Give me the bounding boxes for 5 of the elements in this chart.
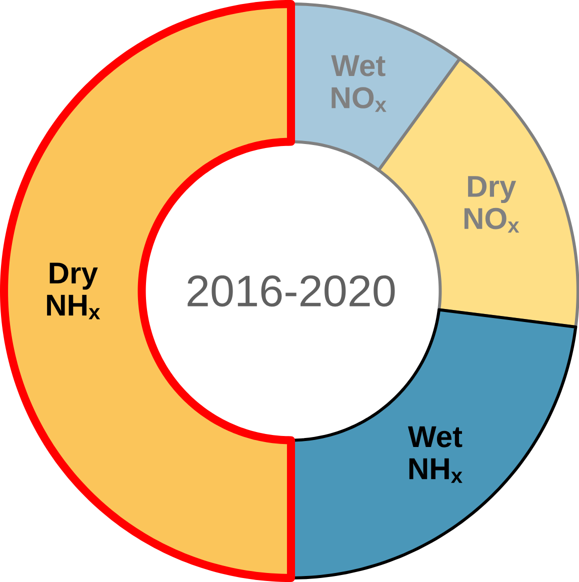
text: 2016-2020 — [187, 275, 395, 307]
slice-label: Wet NO$_{x}$ — [330, 55, 386, 112]
slice-label: Dry NH$_{x}$ — [46, 262, 100, 320]
slice-label: Dry NO$_{x}$ — [464, 176, 519, 233]
slice-label: Wet NH$_{x}$ — [408, 426, 462, 483]
